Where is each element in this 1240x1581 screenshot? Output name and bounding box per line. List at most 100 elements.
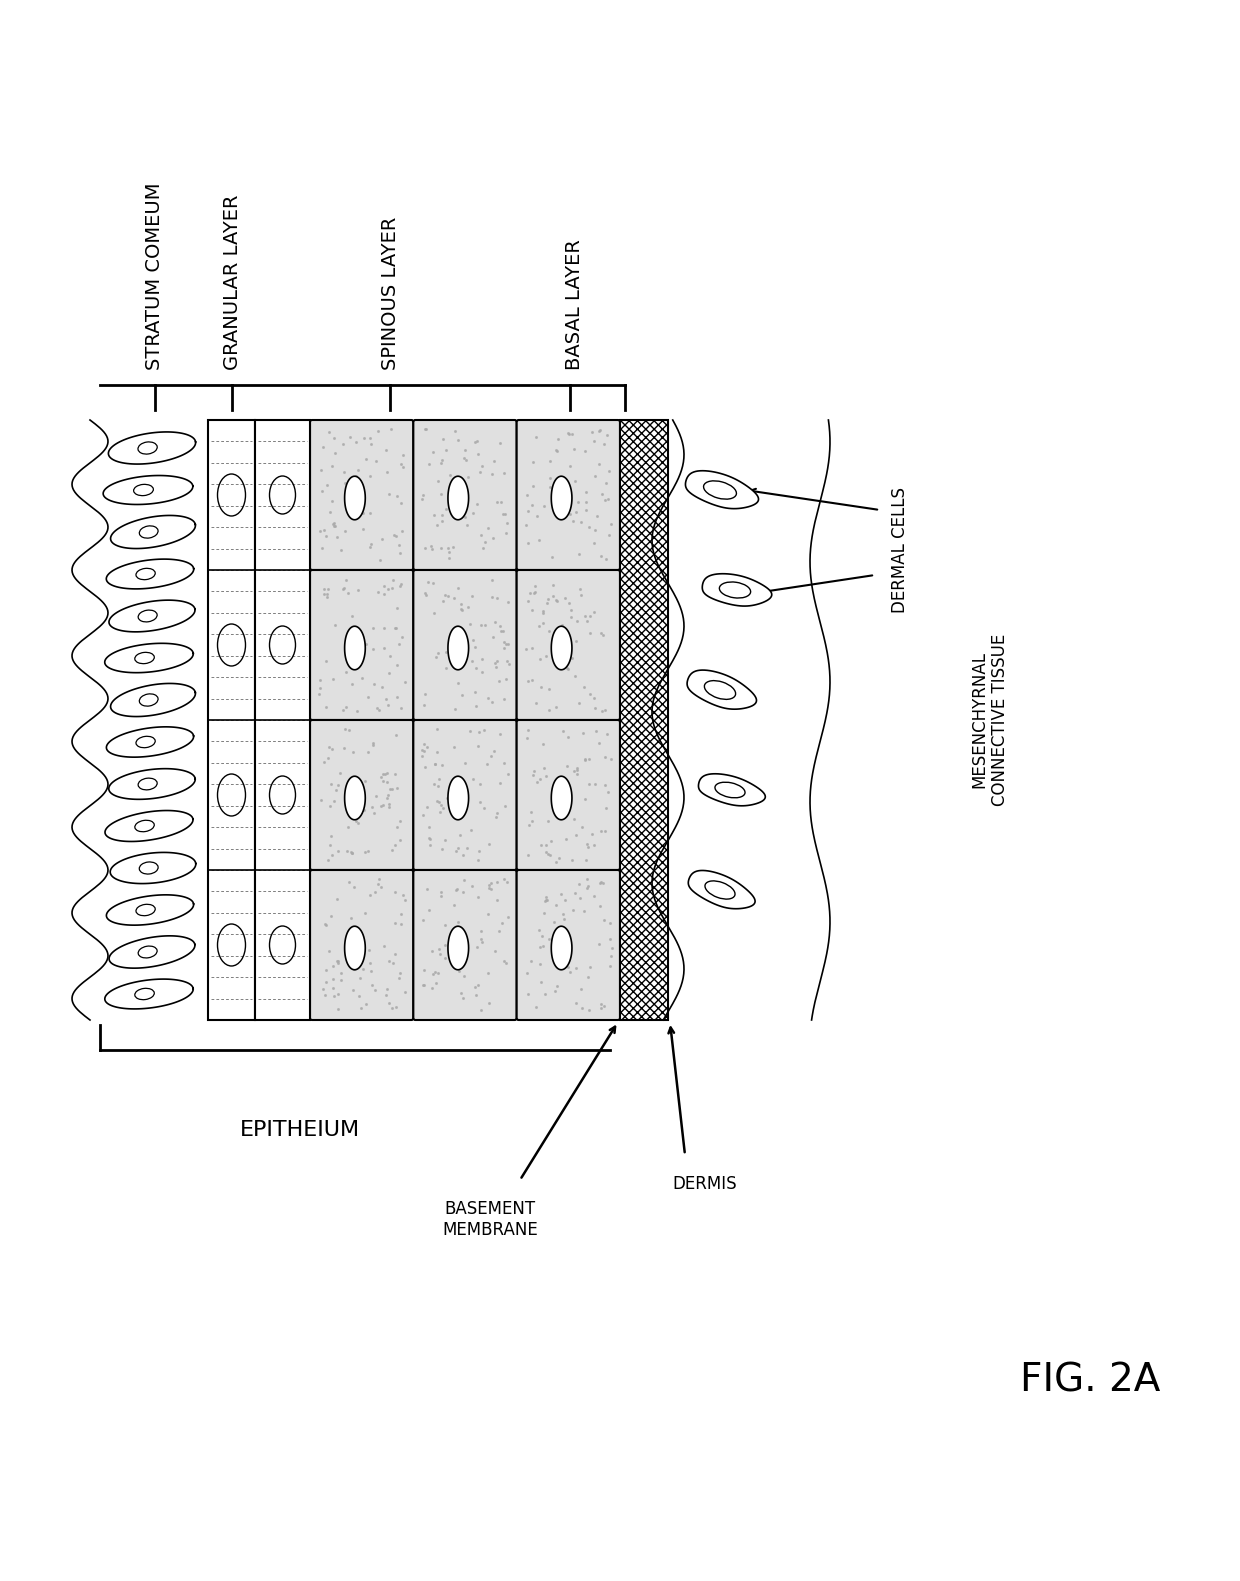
Point <box>595 745 615 770</box>
Bar <box>208 421 255 1020</box>
Point <box>387 615 407 640</box>
Point <box>439 545 459 571</box>
Point <box>321 454 341 479</box>
Point <box>320 938 340 963</box>
Point <box>531 952 551 977</box>
Point <box>518 982 538 1007</box>
Point <box>334 460 353 485</box>
Point <box>324 975 343 1001</box>
Point <box>430 879 450 904</box>
Point <box>433 447 453 473</box>
Point <box>361 463 381 489</box>
Point <box>322 843 342 868</box>
Point <box>464 628 484 653</box>
Point <box>413 482 433 508</box>
Point <box>522 598 542 623</box>
Bar <box>255 421 310 1020</box>
Point <box>343 874 363 900</box>
Point <box>553 719 573 745</box>
Point <box>491 489 511 514</box>
Point <box>427 512 446 538</box>
Point <box>563 896 583 922</box>
Point <box>418 794 438 819</box>
Point <box>361 500 381 525</box>
Point <box>572 509 591 534</box>
Point <box>559 634 579 659</box>
Point <box>601 746 621 772</box>
Point <box>335 519 355 544</box>
Point <box>559 422 579 447</box>
Text: EPITHEIUM: EPITHEIUM <box>239 1119 360 1140</box>
Point <box>346 430 366 455</box>
Point <box>391 571 410 596</box>
Point <box>579 514 599 539</box>
Text: MESENCHYRNAL
CONNECTIVE TISSUE: MESENCHYRNAL CONNECTIVE TISSUE <box>971 634 1009 806</box>
Point <box>585 517 605 542</box>
Point <box>428 468 448 493</box>
Bar <box>620 421 668 1020</box>
Point <box>479 873 498 898</box>
Point <box>489 669 508 694</box>
Point <box>414 730 434 756</box>
Point <box>334 432 353 457</box>
Point <box>584 882 604 907</box>
Point <box>596 470 616 495</box>
Point <box>351 994 371 1020</box>
Point <box>451 683 471 708</box>
Point <box>481 871 501 896</box>
Point <box>484 738 503 764</box>
Point <box>391 541 410 566</box>
Point <box>568 756 588 781</box>
Point <box>388 533 408 558</box>
Point <box>567 609 587 634</box>
Point <box>548 425 568 451</box>
Point <box>329 838 348 863</box>
Point <box>425 753 445 778</box>
Point <box>346 463 366 489</box>
Point <box>368 419 388 444</box>
Point <box>475 612 495 637</box>
Text: GRANULAR LAYER: GRANULAR LAYER <box>222 194 242 370</box>
Point <box>498 590 518 615</box>
Point <box>433 836 453 862</box>
Point <box>487 648 507 674</box>
Point <box>396 887 415 912</box>
Point <box>600 953 620 979</box>
Point <box>572 582 591 607</box>
Point <box>419 825 439 851</box>
Point <box>358 938 378 963</box>
Point <box>448 909 467 934</box>
Point <box>594 432 614 457</box>
Point <box>424 599 444 624</box>
Point <box>324 787 343 813</box>
Point <box>458 835 477 860</box>
Polygon shape <box>686 471 759 509</box>
Point <box>492 618 512 643</box>
Point <box>450 930 470 955</box>
Point <box>387 653 407 678</box>
Polygon shape <box>687 670 756 710</box>
Point <box>353 797 373 822</box>
Point <box>444 503 464 528</box>
Point <box>445 697 465 723</box>
Point <box>348 809 368 835</box>
Point <box>472 930 492 955</box>
Point <box>544 787 564 813</box>
Point <box>527 770 547 795</box>
Point <box>434 427 454 452</box>
Point <box>517 482 537 508</box>
Point <box>495 949 515 974</box>
Point <box>321 824 341 849</box>
Point <box>595 697 615 723</box>
Point <box>322 953 342 979</box>
Point <box>564 759 584 784</box>
Point <box>414 754 434 779</box>
Point <box>383 950 403 975</box>
Point <box>455 749 475 775</box>
Point <box>339 814 358 840</box>
Point <box>574 898 594 923</box>
Point <box>466 492 486 517</box>
Point <box>435 945 455 971</box>
Point <box>547 640 567 666</box>
Point <box>446 773 466 798</box>
